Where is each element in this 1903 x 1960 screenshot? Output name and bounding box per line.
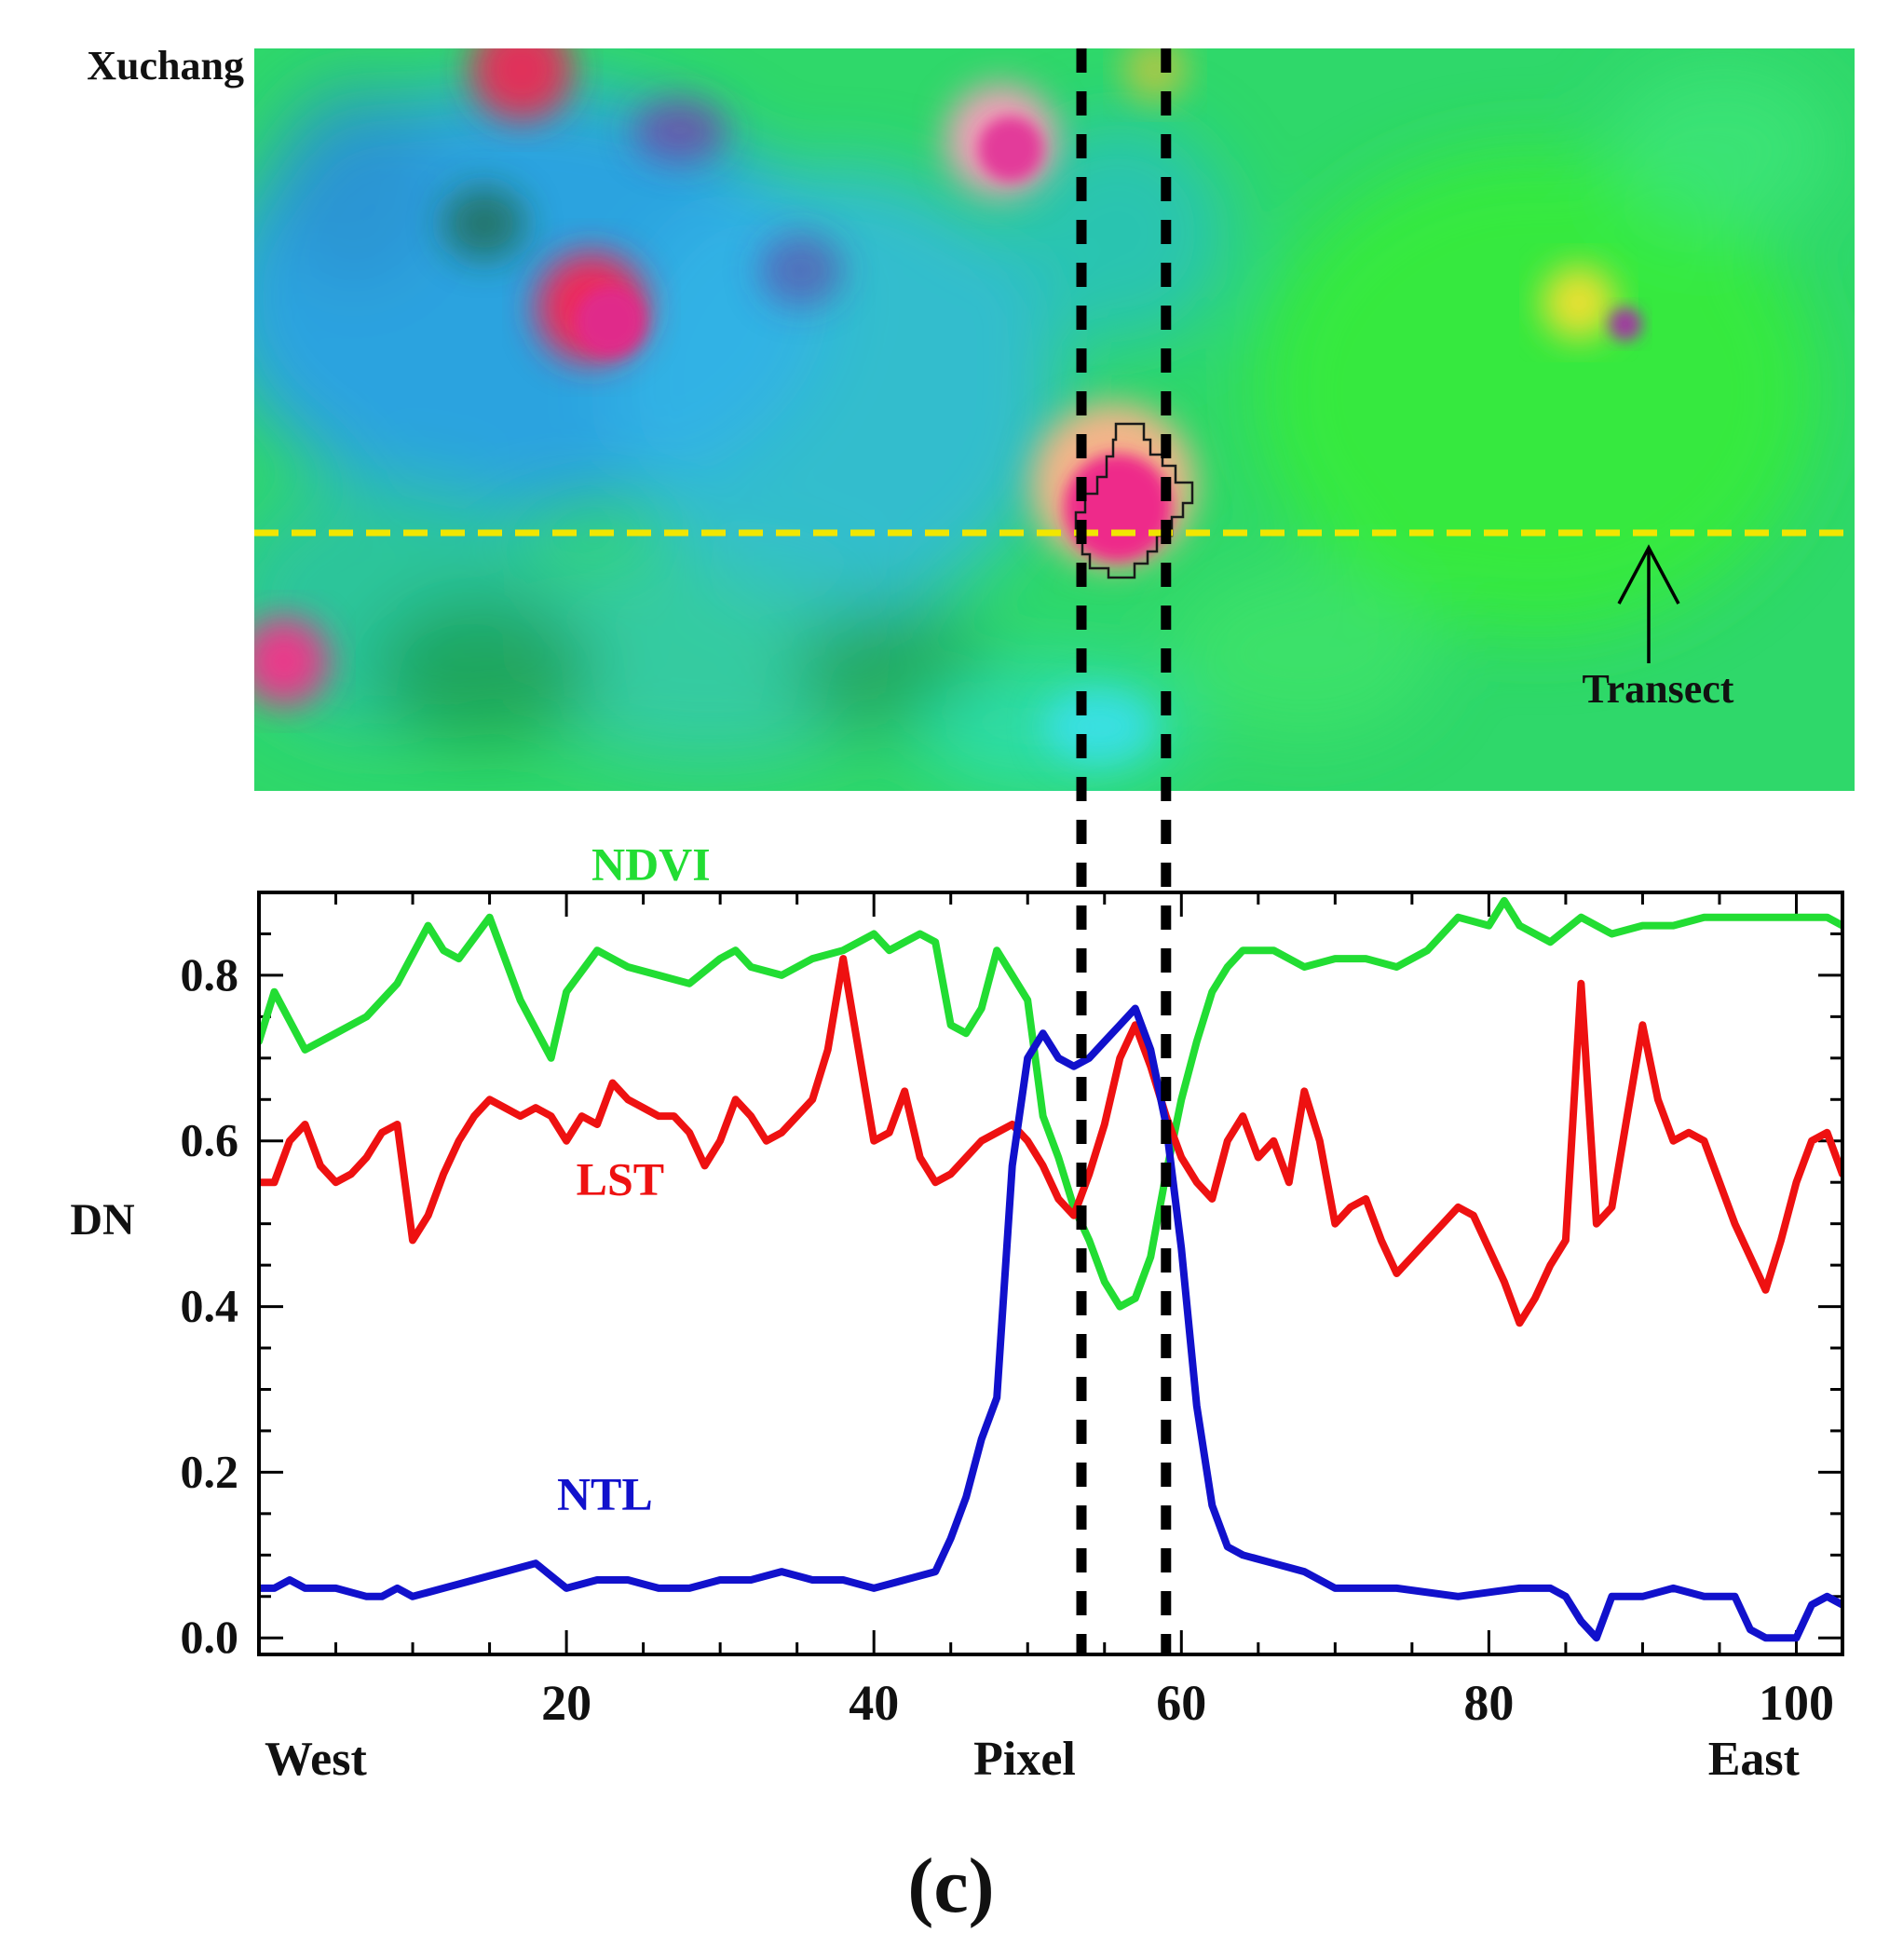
series-labels: NDVI LST NTL [557, 838, 711, 1520]
series-lines [259, 896, 1842, 1642]
x-tick-label: 80 [1463, 1675, 1514, 1731]
y-tick-label: 0.8 [181, 948, 239, 1000]
y-tick-label: 0.2 [181, 1445, 239, 1497]
panel-label: (c) [907, 1843, 994, 1929]
x-axis-east-label: East [1708, 1733, 1801, 1786]
series-line-lst [259, 955, 1842, 1327]
x-tick-label: 40 [849, 1675, 899, 1731]
x-axis-label: Pixel [973, 1733, 1076, 1786]
y-tick-label: 0.0 [181, 1611, 239, 1663]
series-line-ndvi [259, 896, 1842, 1311]
axis-ticks [259, 891, 1842, 1654]
urban-boundary-dividers [1076, 48, 1172, 1654]
y-tick-label: 0.6 [181, 1114, 239, 1166]
transect-profile-chart: 0.0 0.2 0.4 0.6 0.8 20 40 60 80 100 NDVI LST NTL DN… [70, 838, 1844, 1786]
series-line-ntl [259, 1004, 1842, 1642]
transect-arrow-icon [1617, 544, 1680, 605]
x-tick-label: 20 [541, 1675, 591, 1731]
y-tick-label: 0.4 [181, 1280, 239, 1332]
place-label: Xuchang [87, 43, 244, 88]
series-label-lst: LST [577, 1153, 665, 1205]
y-axis-label: DN [70, 1195, 135, 1245]
tick-labels: 0.0 0.2 0.4 0.6 0.8 20 40 60 80 100 [181, 948, 1834, 1731]
plot-frame [257, 891, 1844, 1656]
axis-frame [257, 891, 1844, 1656]
transect-annotation: Transect [1583, 544, 1734, 712]
x-tick-label: 100 [1759, 1675, 1834, 1731]
transect-label: Transect [1583, 666, 1734, 712]
series-label-ntl: NTL [557, 1467, 653, 1519]
x-axis-west-label: West [265, 1733, 367, 1786]
urban-boundary-outline [1074, 422, 1194, 579]
urban-areas [254, 48, 1642, 706]
series-label-ndvi: NDVI [591, 838, 711, 891]
x-tick-label: 60 [1156, 1675, 1206, 1731]
satellite-image [254, 48, 1855, 791]
